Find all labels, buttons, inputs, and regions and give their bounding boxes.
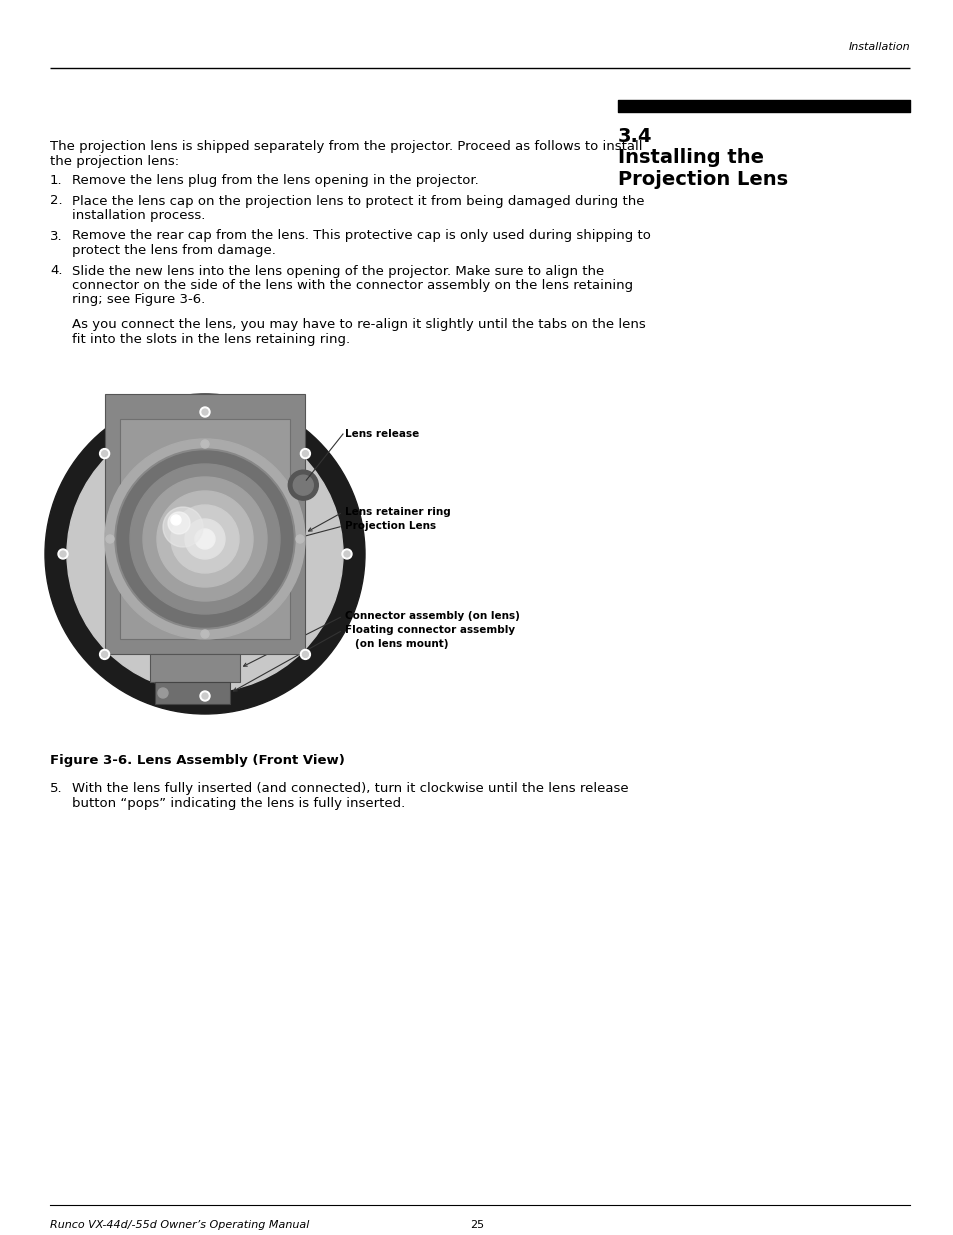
Circle shape	[168, 513, 190, 534]
Circle shape	[295, 535, 304, 543]
Circle shape	[60, 551, 66, 557]
Circle shape	[99, 448, 110, 458]
Text: Floating connector assembly: Floating connector assembly	[345, 625, 515, 635]
Circle shape	[117, 451, 293, 627]
Text: Lens retainer ring: Lens retainer ring	[345, 508, 450, 517]
Text: Remove the rear cap from the lens. This protective cap is only used during shipp: Remove the rear cap from the lens. This …	[71, 230, 650, 242]
Circle shape	[101, 651, 108, 657]
Text: 1.: 1.	[50, 174, 63, 186]
Text: the projection lens:: the projection lens:	[50, 154, 179, 168]
Text: Runco VX-44d/-55d Owner’s Operating Manual: Runco VX-44d/-55d Owner’s Operating Manu…	[50, 1220, 309, 1230]
Text: 5.: 5.	[50, 782, 63, 795]
Circle shape	[293, 475, 313, 495]
Text: With the lens fully inserted (and connected), turn it clockwise until the lens r: With the lens fully inserted (and connec…	[71, 782, 628, 795]
Circle shape	[67, 416, 343, 692]
Circle shape	[143, 477, 267, 601]
Circle shape	[200, 692, 210, 701]
Text: Projection Lens: Projection Lens	[618, 170, 787, 189]
Bar	[154, 682, 230, 704]
Text: 3.4: 3.4	[618, 127, 652, 146]
Circle shape	[157, 492, 253, 587]
Circle shape	[201, 440, 209, 448]
Text: Installing the: Installing the	[618, 148, 763, 167]
Text: ring; see Figure 3-6.: ring; see Figure 3-6.	[71, 294, 205, 306]
Text: 4.: 4.	[50, 264, 63, 278]
Text: installation process.: installation process.	[71, 209, 205, 222]
Text: Place the lens cap on the projection lens to protect it from being damaged durin: Place the lens cap on the projection len…	[71, 194, 644, 207]
Circle shape	[45, 394, 365, 714]
Text: The projection lens is shipped separately from the projector. Proceed as follows: The projection lens is shipped separatel…	[50, 140, 641, 153]
Circle shape	[300, 448, 310, 458]
Bar	[120, 419, 290, 638]
Bar	[150, 655, 240, 682]
Text: Installation: Installation	[847, 42, 909, 52]
Circle shape	[300, 650, 310, 659]
Text: Slide the new lens into the lens opening of the projector. Make sure to align th: Slide the new lens into the lens opening…	[71, 264, 603, 278]
Circle shape	[105, 438, 305, 638]
Text: Remove the lens plug from the lens opening in the projector.: Remove the lens plug from the lens openi…	[71, 174, 478, 186]
Circle shape	[302, 651, 308, 657]
Circle shape	[130, 464, 280, 614]
Circle shape	[171, 515, 181, 525]
Circle shape	[202, 409, 208, 415]
Circle shape	[200, 408, 210, 417]
Text: Figure 3-6. Lens Assembly (Front View): Figure 3-6. Lens Assembly (Front View)	[50, 755, 345, 767]
Text: button “pops” indicating the lens is fully inserted.: button “pops” indicating the lens is ful…	[71, 797, 405, 809]
Circle shape	[163, 508, 203, 547]
Text: (on lens mount): (on lens mount)	[355, 638, 448, 650]
Text: 2.: 2.	[50, 194, 63, 207]
Circle shape	[302, 451, 308, 457]
Text: fit into the slots in the lens retaining ring.: fit into the slots in the lens retaining…	[71, 332, 350, 346]
Circle shape	[106, 535, 113, 543]
Text: Lens release: Lens release	[345, 429, 418, 438]
Circle shape	[101, 451, 108, 457]
Text: Projection Lens: Projection Lens	[345, 521, 436, 531]
Bar	[105, 394, 305, 655]
Circle shape	[194, 529, 214, 550]
Text: 25: 25	[470, 1220, 483, 1230]
Circle shape	[115, 450, 294, 629]
Circle shape	[344, 551, 350, 557]
Circle shape	[202, 693, 208, 699]
Text: connector on the side of the lens with the connector assembly on the lens retain: connector on the side of the lens with t…	[71, 279, 633, 291]
Text: 3.: 3.	[50, 230, 63, 242]
Circle shape	[185, 519, 225, 559]
Circle shape	[58, 550, 68, 559]
Text: As you connect the lens, you may have to re-align it slightly until the tabs on : As you connect the lens, you may have to…	[71, 317, 645, 331]
Circle shape	[99, 650, 110, 659]
Circle shape	[201, 630, 209, 638]
Circle shape	[171, 505, 239, 573]
Circle shape	[158, 688, 168, 698]
Text: protect the lens from damage.: protect the lens from damage.	[71, 245, 275, 257]
Text: Connector assembly (on lens): Connector assembly (on lens)	[345, 611, 519, 621]
Circle shape	[288, 471, 318, 500]
Circle shape	[341, 550, 352, 559]
